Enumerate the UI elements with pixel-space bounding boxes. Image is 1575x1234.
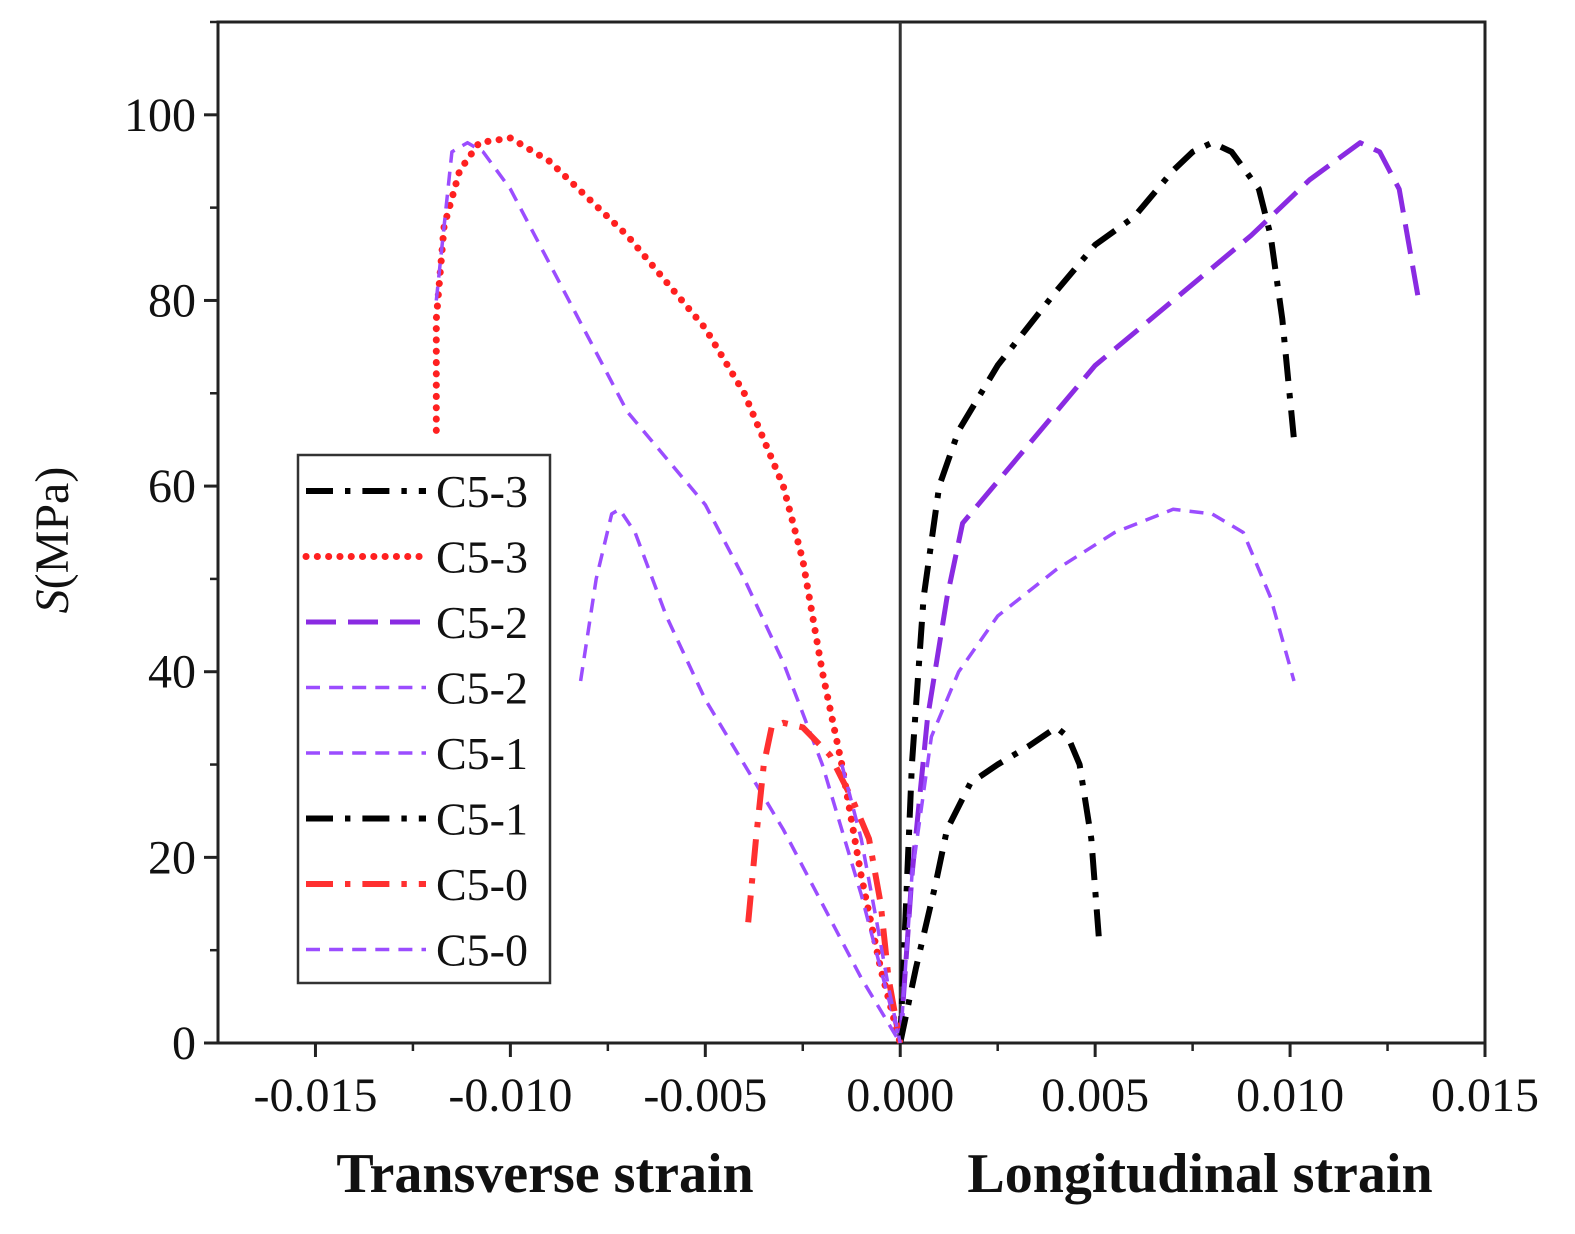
- y-axis-title-italic: S: [26, 589, 79, 613]
- x-tick-label: -0.005: [643, 1069, 767, 1122]
- series-line-2: [432, 134, 904, 1047]
- y-tick-label: 80: [148, 274, 196, 327]
- series-line-5: [578, 507, 902, 1044]
- series-line-7: [897, 724, 1103, 1044]
- y-axis-title-unit: (MPa): [26, 467, 79, 590]
- legend-label: C5-0: [436, 859, 528, 910]
- x-tick-label: -0.015: [253, 1069, 377, 1122]
- y-tick-label: 40: [148, 646, 196, 699]
- y-tick-label: 20: [148, 831, 196, 884]
- legend-label: C5-2: [436, 663, 528, 714]
- series-line-9: [840, 764, 902, 1044]
- legend-label: C5-1: [436, 794, 528, 845]
- series-line-8: [745, 719, 904, 1044]
- x-tick-label: 0.000: [846, 1069, 954, 1122]
- legend-label: C5-3: [436, 466, 528, 517]
- x-tick-label: -0.010: [448, 1069, 572, 1122]
- y-tick-label: 0: [172, 1017, 196, 1070]
- legend-label: C5-1: [436, 728, 528, 779]
- legend: C5-3 C5-3 C5-2 C5-2 C5-1 C5-1 C5-0 C5-0: [296, 453, 552, 985]
- series-group: [432, 134, 1422, 1047]
- plot-area: [216, 20, 1487, 1045]
- series-line-4: [434, 140, 902, 1044]
- y-tick-label: 60: [148, 460, 196, 513]
- series-line-1: [897, 139, 1297, 1044]
- y-axis-title: S(MPa): [26, 467, 79, 614]
- x-axis-title-transverse: Transverse strain: [336, 1143, 753, 1205]
- y-tick-label: 100: [124, 89, 196, 142]
- legend-box: [296, 453, 552, 985]
- legend-label: C5-3: [436, 532, 528, 583]
- x-tick-label: 0.015: [1431, 1069, 1539, 1122]
- x-tick-label: 0.010: [1236, 1069, 1344, 1122]
- axes-group: -0.015 -0.010 -0.005 0.000 0.005 0.010 0.015 0 2…: [124, 20, 1539, 1122]
- x-tick-label: 0.005: [1041, 1069, 1149, 1122]
- series-line-3: [897, 140, 1422, 1044]
- plot-frame: [216, 20, 1487, 1045]
- series-line-6: [898, 507, 1296, 1044]
- legend-label: C5-2: [436, 597, 528, 648]
- legend-label: C5-0: [436, 925, 528, 976]
- x-axis-title-longitudinal: Longitudinal strain: [967, 1143, 1432, 1205]
